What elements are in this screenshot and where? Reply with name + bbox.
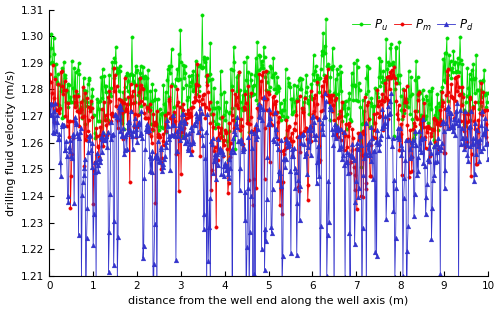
$P_d$ <box>124 147 130 151</box>
$P_m$ <box>340 134 346 138</box>
$P_d$ <box>244 186 250 190</box>
$P_u$ <box>485 91 491 95</box>
$P_u$ <box>46 54 52 57</box>
$P_d$ <box>388 91 394 95</box>
$P_m$ <box>213 225 219 229</box>
$P_m$ <box>306 128 312 132</box>
$P_d$ <box>304 128 310 132</box>
$P_d$ <box>485 157 491 161</box>
$P_m$ <box>378 103 384 106</box>
Line: $P_m$: $P_m$ <box>48 62 490 229</box>
Y-axis label: drilling fluid velocity (m/s): drilling fluid velocity (m/s) <box>6 70 16 216</box>
$P_u$ <box>378 59 384 63</box>
$P_m$ <box>46 103 52 106</box>
X-axis label: distance from the well end along the well axis (m): distance from the well end along the wel… <box>128 296 408 306</box>
$P_u$ <box>340 107 346 110</box>
$P_m$ <box>246 178 252 182</box>
$P_m$ <box>124 102 130 106</box>
$P_m$ <box>485 141 491 145</box>
$P_u$ <box>306 98 312 102</box>
$P_u$ <box>200 13 205 17</box>
$P_u$ <box>358 165 364 169</box>
$P_u$ <box>246 71 252 74</box>
$P_d$ <box>46 110 52 114</box>
Line: $P_d$: $P_d$ <box>47 90 490 312</box>
$P_m$ <box>159 156 165 160</box>
$P_u$ <box>124 71 130 75</box>
$P_d$ <box>159 169 165 173</box>
$P_u$ <box>159 111 165 115</box>
$P_d$ <box>377 137 383 141</box>
$P_m$ <box>194 62 200 66</box>
Line: $P_u$: $P_u$ <box>48 13 490 169</box>
$P_d$ <box>339 158 345 161</box>
Legend: $P_u$, $P_m$, $P_d$: $P_u$, $P_m$, $P_d$ <box>348 13 478 37</box>
